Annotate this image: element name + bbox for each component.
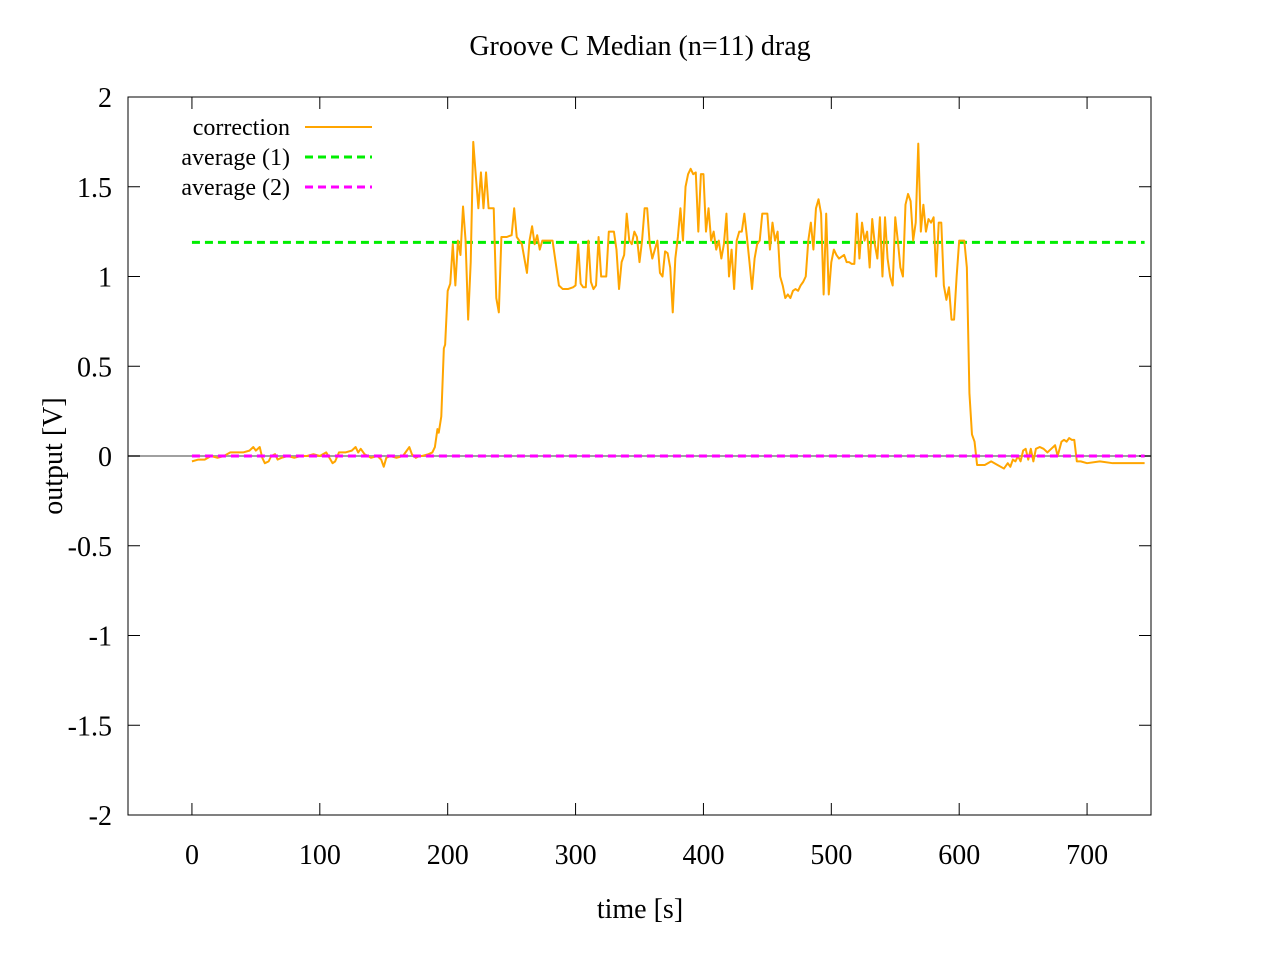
y-tick-label: 1.5 [77, 173, 112, 204]
y-tick-label: -1 [89, 622, 112, 653]
x-tick-label: 0 [185, 840, 199, 871]
y-tick-label: 1 [98, 263, 112, 294]
y-tick-label: -0.5 [68, 532, 112, 563]
y-tick-label: 0 [98, 442, 112, 473]
plot-frame [127, 96, 1152, 816]
legend-label: correction [193, 115, 290, 141]
y-tick-label: -1.5 [68, 711, 112, 742]
x-tick-label: 600 [938, 840, 980, 871]
y-tick-label: -2 [89, 801, 112, 832]
legend-label: average (2) [181, 175, 290, 201]
series-line-correction [191, 140, 1145, 470]
plot-area: 0 100 200 300 400 500 600 700 2 1.5 1 0.5 0 -0.5 -1 -1.… [68, 83, 1152, 871]
x-tick-label: 200 [427, 840, 469, 871]
x-tick-label: 100 [299, 840, 341, 871]
legend-label: average (1) [181, 145, 290, 171]
y-axis-label: output [V] [38, 397, 69, 514]
y-tick-label: 0.5 [77, 352, 112, 383]
chart-title: Groove C Median (n=11) drag [469, 31, 810, 62]
x-axis-label: time [s] [597, 894, 683, 925]
x-tick-label: 700 [1066, 840, 1108, 871]
x-tick-label: 500 [810, 840, 852, 871]
legend: correction average (1) average (2) [181, 115, 372, 201]
x-tick-label: 300 [555, 840, 597, 871]
x-tick-label: 400 [682, 840, 724, 871]
y-tick-label: 2 [98, 83, 112, 114]
